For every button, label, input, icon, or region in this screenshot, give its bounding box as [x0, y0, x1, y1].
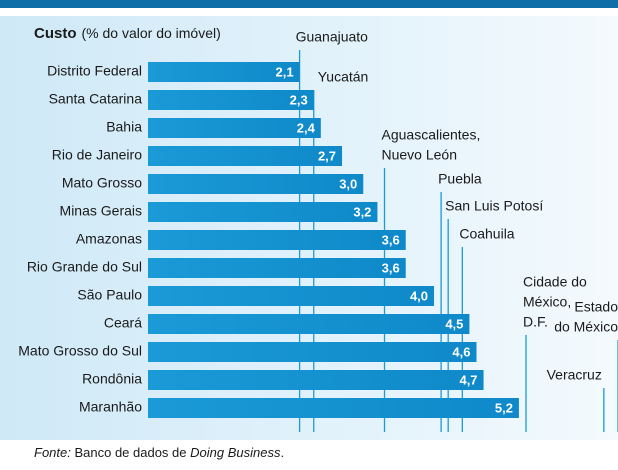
- value-label: 5,2: [495, 400, 513, 415]
- reference-label: Cidade do: [523, 274, 587, 290]
- source-note: Fonte: Banco de dados de Doing Business.: [34, 445, 284, 460]
- value-label: 2,7: [318, 148, 336, 163]
- bar: [148, 230, 406, 250]
- reference-label: Nuevo León: [382, 147, 458, 163]
- reference-label: Guanajuato: [296, 29, 369, 45]
- reference-label: San Luis Potosí: [445, 198, 543, 214]
- header-strip: [0, 0, 618, 8]
- bar: [148, 314, 470, 334]
- title: Custo: [34, 25, 77, 42]
- bar: [148, 258, 406, 278]
- category-label: Minas Gerais: [60, 203, 142, 219]
- value-label: 3,6: [382, 260, 400, 275]
- subtitle: (% do valor do imóvel): [82, 25, 221, 41]
- category-label: Mato Grosso: [62, 175, 142, 191]
- value-label: 2,4: [297, 120, 316, 135]
- value-label: 4,5: [445, 316, 463, 331]
- category-label: Rio de Janeiro: [52, 147, 142, 163]
- reference-label: Estado: [574, 299, 618, 315]
- category-label: Bahia: [106, 119, 142, 135]
- reference-label: Coahuila: [459, 226, 514, 242]
- reference-label: D.F.: [523, 314, 548, 330]
- bar: [148, 202, 378, 222]
- bar: [148, 62, 300, 82]
- source-end: .: [280, 445, 284, 460]
- plot-background: [0, 16, 618, 440]
- category-label: Santa Catarina: [49, 91, 143, 107]
- bar: [148, 118, 321, 138]
- bar: [148, 398, 519, 418]
- category-label: Ceará: [104, 315, 142, 331]
- value-label: 2,3: [290, 92, 308, 107]
- reference-label: Yucatán: [318, 69, 369, 85]
- source-prefix: Fonte:: [34, 445, 71, 460]
- category-label: Amazonas: [76, 231, 142, 247]
- value-label: 4,7: [459, 372, 477, 387]
- bar: [148, 370, 484, 390]
- category-label: São Paulo: [77, 287, 142, 303]
- category-label: Maranhão: [79, 399, 142, 415]
- reference-label: do México: [554, 319, 618, 335]
- bar: [148, 174, 364, 194]
- reference-label: Aguascalientes,: [382, 127, 481, 143]
- value-label: 4,6: [452, 344, 470, 359]
- source-text: Banco de dados de: [71, 445, 190, 460]
- category-label: Rondônia: [82, 371, 142, 387]
- reference-label: México,: [523, 294, 571, 310]
- reference-label: Veracruz: [547, 367, 602, 383]
- source-emphasis: Doing Business: [190, 445, 281, 460]
- category-label: Mato Grosso do Sul: [18, 343, 142, 359]
- chart-title: Custo (% do valor do imóvel): [34, 25, 221, 42]
- value-label: 2,1: [276, 64, 294, 79]
- reference-label: Puebla: [438, 171, 482, 187]
- category-label: Rio Grande do Sul: [27, 259, 142, 275]
- bar: [148, 90, 314, 110]
- category-label: Distrito Federal: [47, 63, 142, 79]
- value-label: 3,6: [382, 232, 400, 247]
- bar: [148, 146, 343, 166]
- value-label: 4,0: [410, 288, 428, 303]
- value-label: 3,2: [353, 204, 371, 219]
- value-label: 3,0: [339, 176, 357, 191]
- bar: [148, 342, 477, 362]
- bar: [148, 286, 435, 306]
